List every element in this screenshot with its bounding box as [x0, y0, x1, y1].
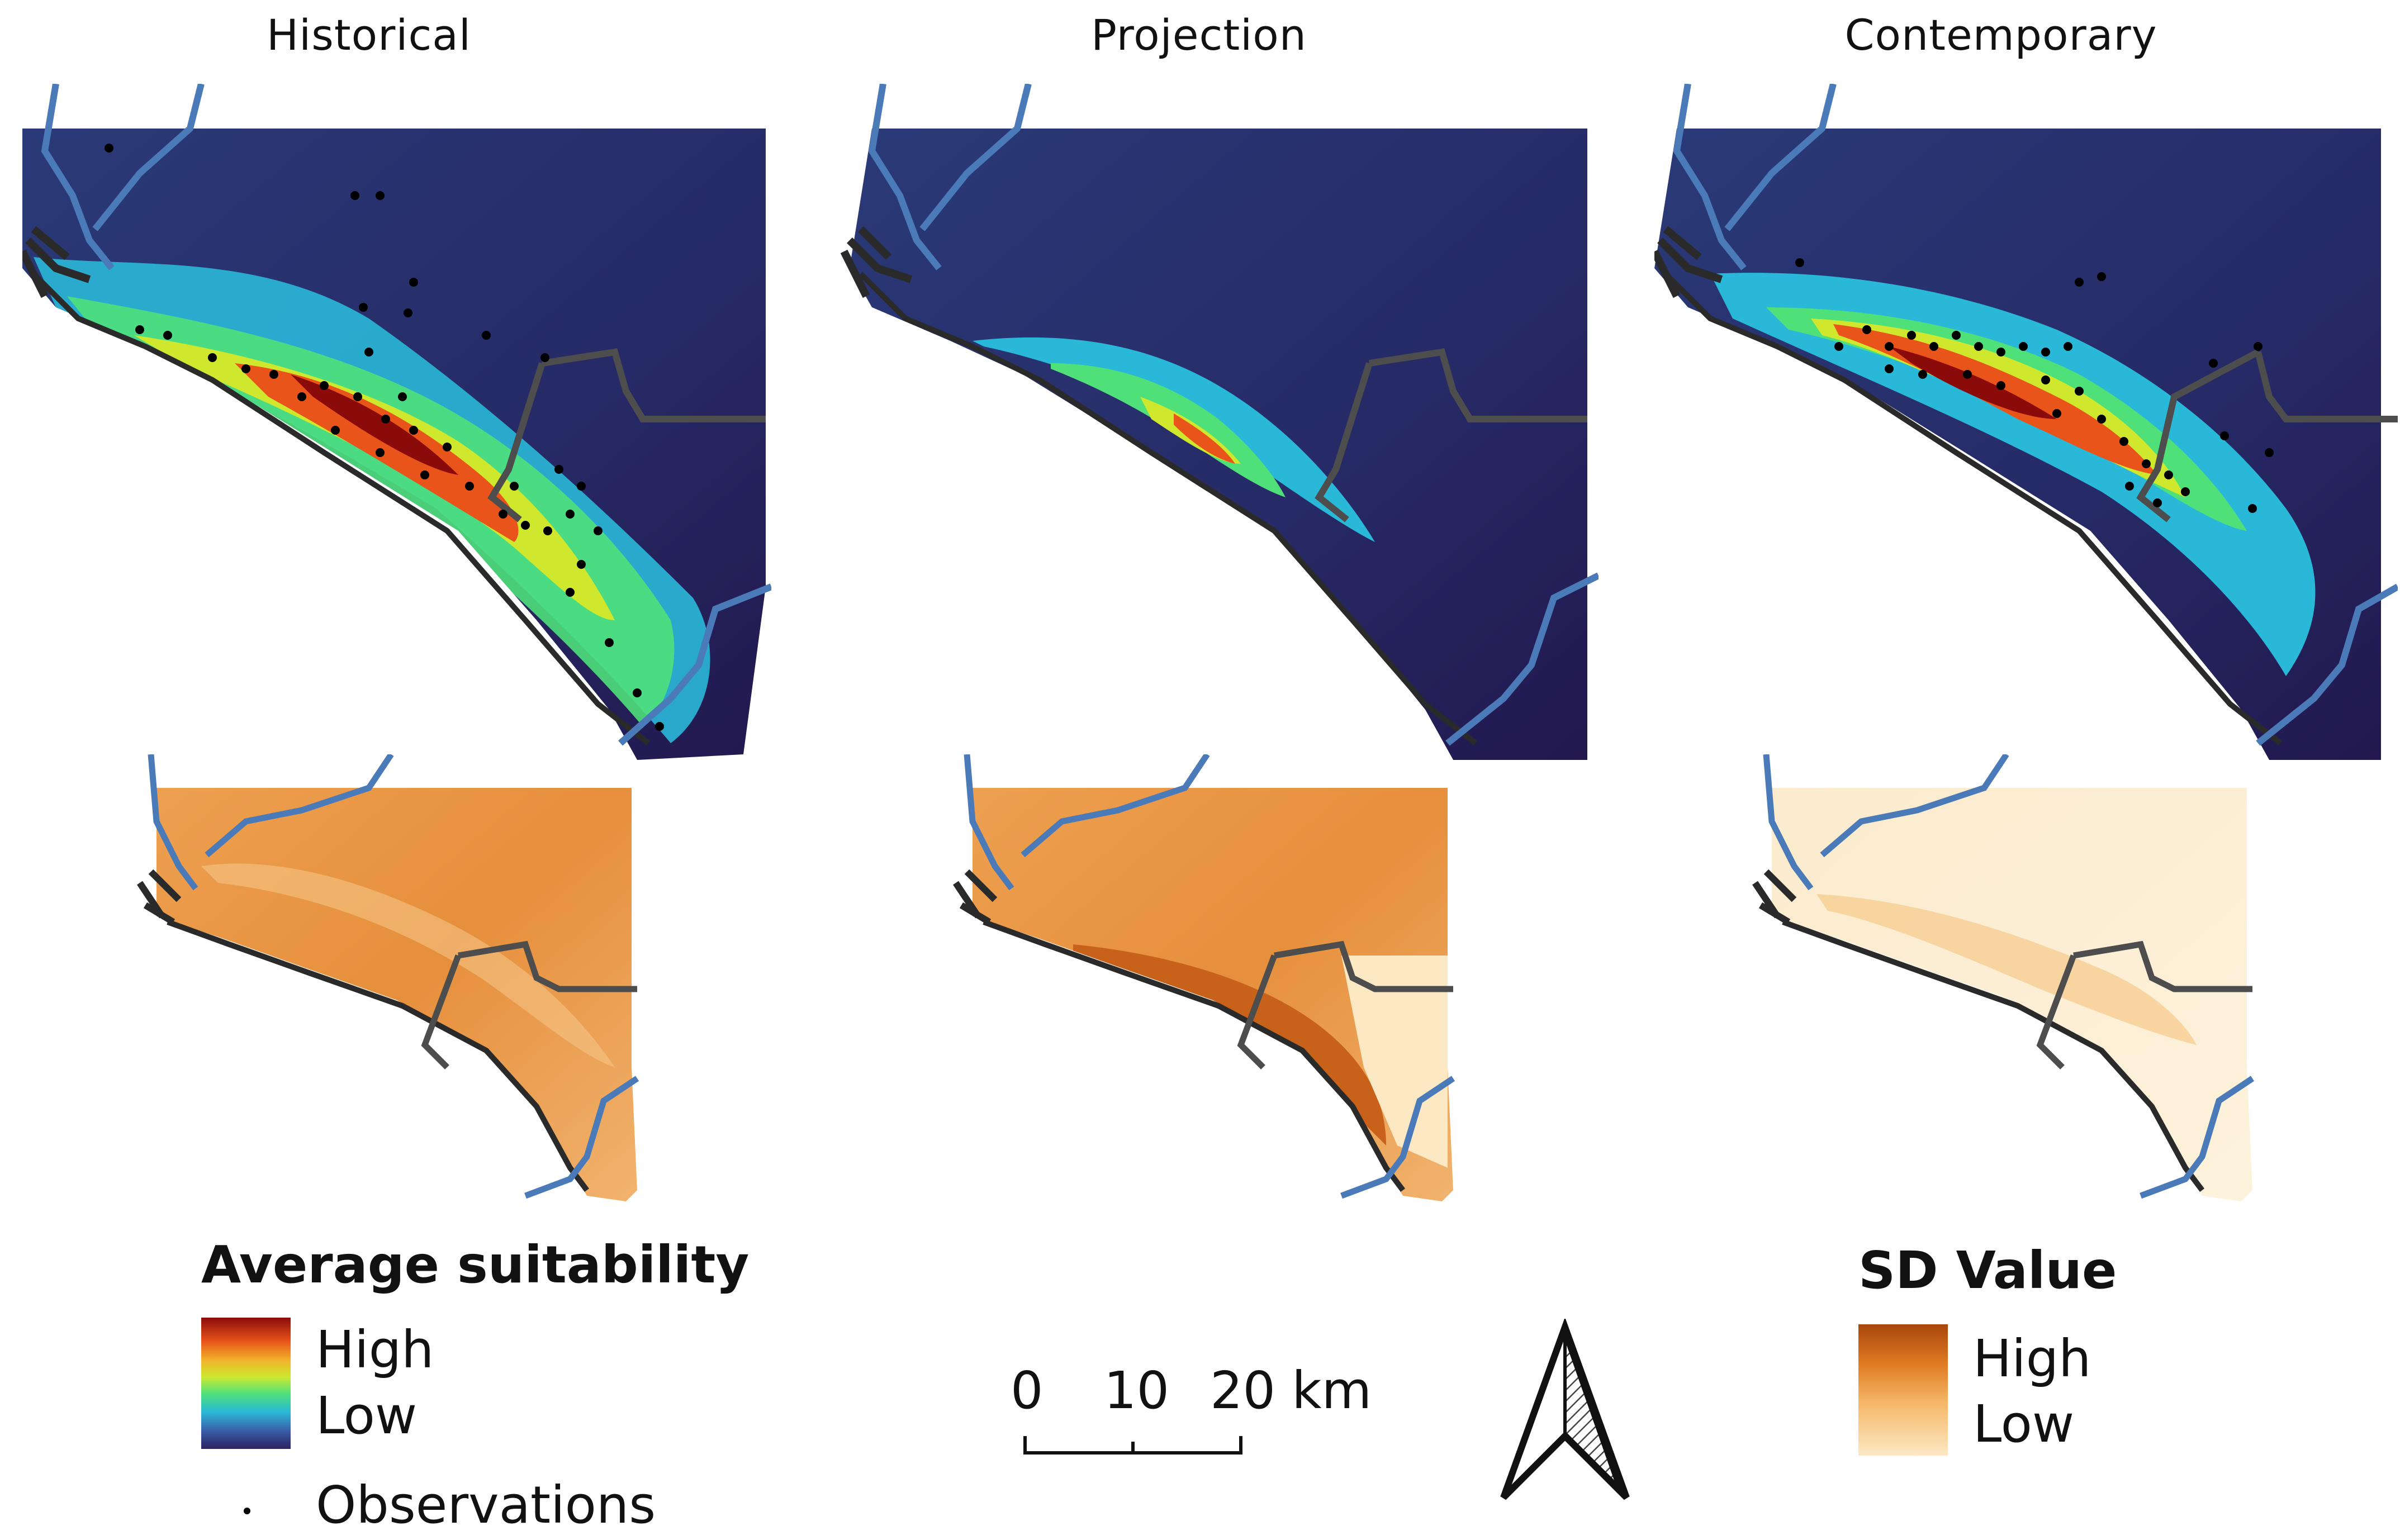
suitability-raster-contemporary [1654, 84, 2398, 760]
title-historical: Historical [267, 10, 471, 60]
legend-suitability-title: Average suitability [201, 1235, 750, 1295]
scale-bar [1023, 1436, 1242, 1455]
suitability-raster-historical [22, 84, 771, 760]
map-projection-suitability [838, 84, 1599, 760]
observation-legend-dot-icon [244, 1508, 250, 1514]
map-projection-sd [950, 754, 1487, 1213]
legend-suitability-high: High [316, 1320, 434, 1380]
title-contemporary: Contemporary [1844, 10, 2157, 60]
scale-label-20km: 20 km [1210, 1361, 1372, 1420]
observation-points-contemporary [1795, 258, 2274, 513]
north-arrow-icon [1500, 1319, 1630, 1500]
legend-observations-label: Observations [316, 1475, 656, 1535]
suitability-raster-projection [838, 84, 1599, 760]
observation-points-historical [105, 144, 664, 731]
legend-suitability-low: Low [316, 1386, 418, 1446]
map-contemporary-suitability [1654, 84, 2398, 760]
sd-raster-contemporary [1749, 754, 2255, 1201]
title-projection: Projection [1091, 10, 1307, 60]
legend-suitability-ramp [201, 1318, 291, 1449]
map-historical-sd [134, 754, 671, 1213]
sd-raster-projection [950, 754, 1455, 1201]
sd-raster-historical [134, 754, 639, 1201]
legend-sd-low: Low [1973, 1394, 2075, 1454]
map-contemporary-sd [1749, 754, 2286, 1213]
legend-sd-ramp [1858, 1324, 1948, 1456]
scale-label-10: 10 [1104, 1361, 1170, 1420]
map-historical-suitability [22, 84, 771, 760]
scale-label-0: 0 [1011, 1361, 1044, 1420]
legend-sd-high: High [1973, 1329, 2091, 1389]
legend-sd-title: SD Value [1858, 1240, 2117, 1300]
